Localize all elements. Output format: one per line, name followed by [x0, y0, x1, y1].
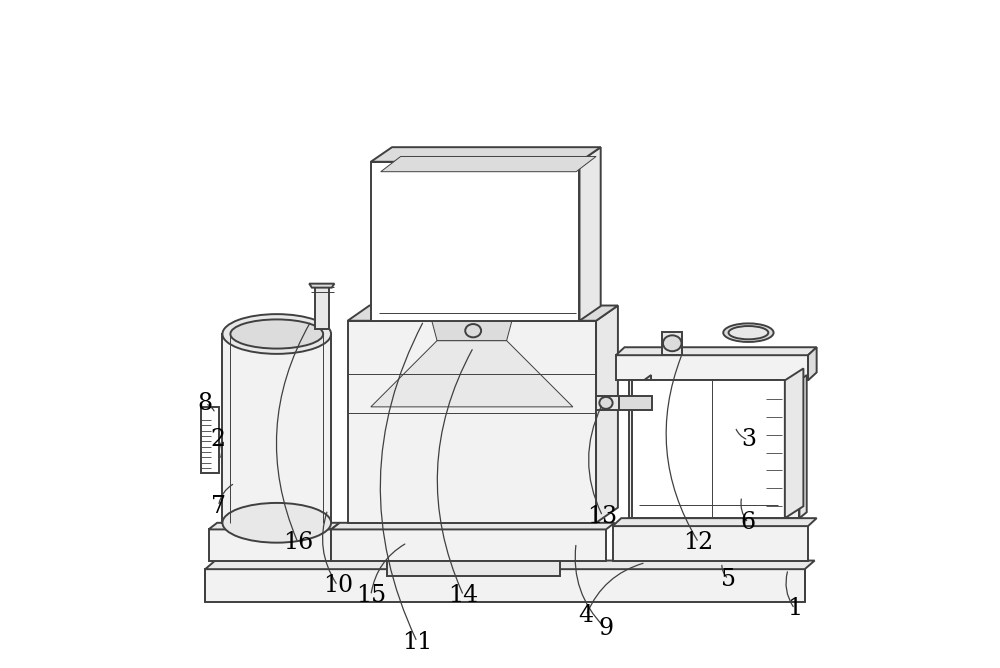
Polygon shape: [629, 380, 644, 518]
Polygon shape: [785, 380, 799, 518]
Text: 7: 7: [211, 495, 226, 518]
Polygon shape: [387, 560, 560, 576]
Polygon shape: [201, 407, 219, 473]
Polygon shape: [371, 147, 601, 162]
Polygon shape: [348, 321, 596, 523]
Ellipse shape: [465, 324, 481, 337]
Polygon shape: [371, 162, 579, 321]
Ellipse shape: [230, 319, 323, 349]
Text: 8: 8: [198, 392, 213, 415]
Ellipse shape: [222, 503, 331, 542]
Polygon shape: [309, 284, 334, 288]
Ellipse shape: [663, 335, 682, 351]
Polygon shape: [205, 560, 815, 569]
Text: 6: 6: [741, 511, 756, 534]
Polygon shape: [785, 369, 803, 518]
Polygon shape: [613, 518, 817, 526]
Text: 5: 5: [721, 568, 736, 591]
Text: 14: 14: [448, 584, 479, 607]
Polygon shape: [205, 569, 805, 603]
Ellipse shape: [222, 314, 331, 354]
Polygon shape: [616, 347, 817, 355]
Polygon shape: [348, 305, 618, 321]
Polygon shape: [596, 395, 619, 410]
Polygon shape: [331, 523, 615, 530]
Polygon shape: [209, 523, 340, 530]
Text: 4: 4: [579, 604, 594, 627]
Text: 9: 9: [598, 617, 614, 641]
Text: 1: 1: [787, 597, 802, 621]
Text: 13: 13: [588, 504, 618, 528]
Polygon shape: [808, 347, 817, 380]
Polygon shape: [579, 147, 601, 321]
Text: 3: 3: [741, 428, 756, 452]
Polygon shape: [662, 332, 682, 355]
Polygon shape: [331, 530, 606, 560]
Text: 16: 16: [283, 531, 313, 554]
Polygon shape: [799, 375, 807, 518]
Text: 10: 10: [323, 574, 353, 597]
Polygon shape: [222, 334, 331, 523]
Ellipse shape: [723, 323, 774, 342]
Polygon shape: [209, 530, 331, 560]
Polygon shape: [371, 341, 573, 407]
Polygon shape: [644, 375, 651, 518]
Text: 15: 15: [356, 584, 386, 607]
Polygon shape: [616, 355, 808, 380]
Ellipse shape: [729, 326, 768, 339]
Text: 12: 12: [684, 531, 714, 554]
Polygon shape: [619, 395, 652, 410]
Polygon shape: [613, 526, 808, 560]
Polygon shape: [596, 305, 618, 523]
Polygon shape: [381, 156, 596, 172]
Text: 2: 2: [211, 428, 226, 452]
Text: 11: 11: [402, 631, 432, 653]
Polygon shape: [632, 380, 785, 518]
Ellipse shape: [599, 397, 613, 409]
Polygon shape: [432, 321, 512, 341]
Polygon shape: [315, 284, 329, 329]
